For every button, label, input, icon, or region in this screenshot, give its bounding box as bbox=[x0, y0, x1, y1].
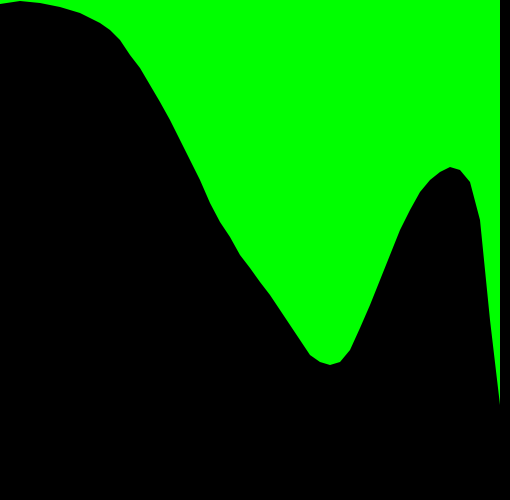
area-series-0 bbox=[0, 0, 500, 405]
area-layer bbox=[0, 0, 500, 405]
